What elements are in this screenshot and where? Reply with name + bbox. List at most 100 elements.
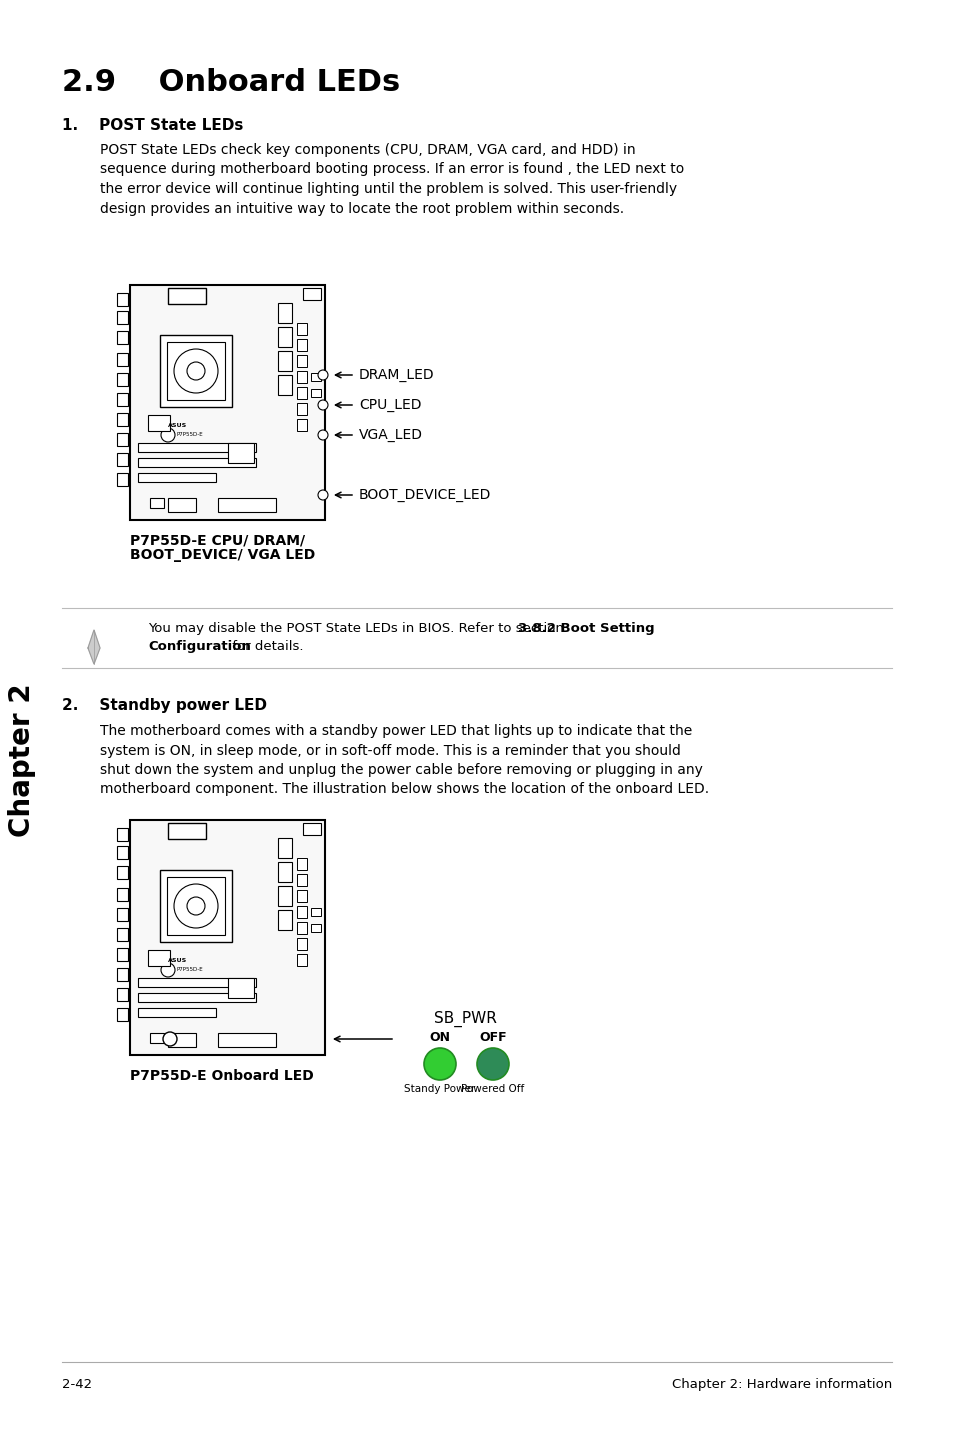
Bar: [130, 285, 325, 521]
Text: The motherboard comes with a standby power LED that lights up to indicate that t: The motherboard comes with a standby pow…: [100, 723, 708, 797]
Bar: [117, 293, 128, 306]
Text: You may disable the POST State LEDs in BIOS. Refer to section: You may disable the POST State LEDs in B…: [148, 623, 568, 636]
Bar: [117, 988, 128, 1001]
Bar: [138, 457, 255, 467]
Text: 2-42: 2-42: [62, 1378, 92, 1391]
Text: Powered Off: Powered Off: [461, 1084, 524, 1094]
Bar: [228, 978, 253, 998]
Text: ASUS: ASUS: [168, 958, 187, 963]
Bar: [150, 498, 164, 508]
Bar: [296, 858, 307, 870]
Text: Standy Power: Standy Power: [404, 1084, 476, 1094]
Bar: [277, 910, 292, 930]
Bar: [296, 324, 307, 335]
Text: Configuration: Configuration: [148, 640, 251, 653]
Bar: [168, 498, 195, 512]
Bar: [311, 907, 320, 916]
Bar: [277, 351, 292, 371]
Text: P7P55D-E: P7P55D-E: [177, 966, 203, 972]
Bar: [117, 828, 128, 841]
Circle shape: [163, 1032, 177, 1045]
Circle shape: [173, 349, 218, 393]
Text: DRAM_LED: DRAM_LED: [358, 368, 435, 383]
Bar: [296, 371, 307, 383]
Bar: [117, 433, 128, 446]
Text: CPU_LED: CPU_LED: [358, 398, 421, 413]
Text: VGA_LED: VGA_LED: [358, 429, 422, 441]
Bar: [117, 948, 128, 961]
Bar: [130, 820, 325, 1055]
Text: 2.9    Onboard LEDs: 2.9 Onboard LEDs: [62, 68, 400, 96]
Circle shape: [187, 897, 205, 915]
Bar: [296, 906, 307, 917]
Bar: [311, 390, 320, 397]
Text: ASUS: ASUS: [168, 423, 187, 429]
Bar: [117, 866, 128, 879]
Circle shape: [173, 884, 218, 928]
Bar: [296, 938, 307, 951]
Polygon shape: [88, 630, 100, 664]
Bar: [296, 922, 307, 935]
Bar: [277, 838, 292, 858]
Bar: [117, 453, 128, 466]
Bar: [117, 928, 128, 940]
Bar: [117, 968, 128, 981]
Text: Chapter 2: Chapter 2: [8, 683, 36, 837]
Bar: [296, 387, 307, 398]
Bar: [117, 311, 128, 324]
Bar: [296, 890, 307, 902]
Bar: [167, 342, 225, 400]
Bar: [117, 413, 128, 426]
Bar: [168, 288, 206, 303]
Bar: [148, 416, 170, 431]
Text: 3.8.2 Boot Setting: 3.8.2 Boot Setting: [517, 623, 654, 636]
Bar: [296, 403, 307, 416]
Bar: [228, 443, 253, 463]
Bar: [168, 823, 206, 838]
Circle shape: [317, 400, 328, 410]
Circle shape: [476, 1048, 509, 1080]
Bar: [117, 393, 128, 406]
Bar: [117, 846, 128, 858]
Bar: [277, 861, 292, 881]
Bar: [117, 473, 128, 486]
Text: P7P55D-E Onboard LED: P7P55D-E Onboard LED: [130, 1068, 314, 1083]
Bar: [138, 443, 255, 452]
Bar: [311, 372, 320, 381]
Bar: [296, 874, 307, 886]
Text: BOOT_DEVICE_LED: BOOT_DEVICE_LED: [358, 487, 491, 502]
Bar: [138, 978, 255, 986]
Bar: [117, 907, 128, 920]
Bar: [160, 335, 232, 407]
Bar: [138, 994, 255, 1002]
Bar: [277, 303, 292, 324]
Bar: [277, 375, 292, 395]
Bar: [117, 352, 128, 367]
Bar: [277, 886, 292, 906]
Circle shape: [317, 490, 328, 500]
Text: 1.    POST State LEDs: 1. POST State LEDs: [62, 118, 243, 132]
Text: POST State LEDs check key components (CPU, DRAM, VGA card, and HDD) in
sequence : POST State LEDs check key components (CP…: [100, 142, 683, 216]
Text: SB_PWR: SB_PWR: [433, 1011, 496, 1027]
Text: Chapter 2: Hardware information: Chapter 2: Hardware information: [671, 1378, 891, 1391]
Bar: [296, 418, 307, 431]
Text: BOOT_DEVICE/ VGA LED: BOOT_DEVICE/ VGA LED: [130, 548, 314, 562]
Bar: [167, 877, 225, 935]
Bar: [296, 339, 307, 351]
Bar: [117, 889, 128, 902]
Text: for details.: for details.: [228, 640, 303, 653]
Bar: [277, 326, 292, 347]
Bar: [117, 1008, 128, 1021]
Bar: [311, 925, 320, 932]
Bar: [218, 1032, 275, 1047]
Circle shape: [161, 429, 174, 441]
Bar: [296, 355, 307, 367]
Bar: [117, 372, 128, 385]
Bar: [303, 823, 320, 835]
Bar: [168, 1032, 195, 1047]
Bar: [303, 288, 320, 301]
Circle shape: [317, 370, 328, 380]
Circle shape: [423, 1048, 456, 1080]
Text: 2.    Standby power LED: 2. Standby power LED: [62, 697, 267, 713]
Circle shape: [161, 963, 174, 976]
